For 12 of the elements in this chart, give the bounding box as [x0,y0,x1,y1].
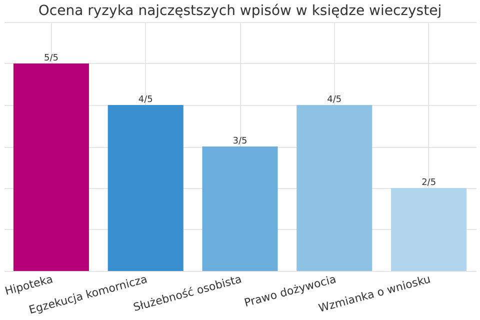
data-label: 4/5 [138,95,153,105]
data-label: 3/5 [232,136,248,146]
bar [108,105,184,271]
bar [296,105,372,271]
data-label: 4/5 [327,95,342,105]
chart-title: Ocena ryzyka najczęstszych wpisów w księdze wieczystej [38,3,442,19]
bar [13,64,89,271]
data-label: 2/5 [422,178,436,188]
bar [391,188,467,271]
data-label: 5/5 [44,54,58,64]
x-tick-label: Hipoteka [4,272,54,298]
bar [202,146,278,271]
